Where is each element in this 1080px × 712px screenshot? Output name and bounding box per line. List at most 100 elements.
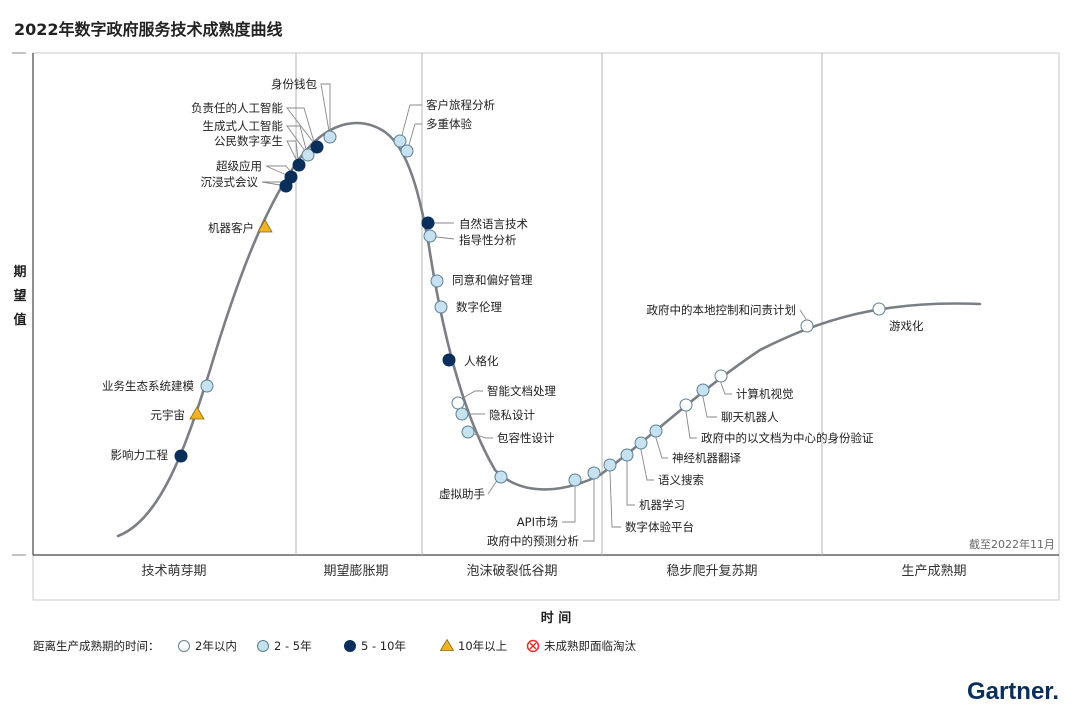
marker-point xyxy=(568,473,582,487)
marker-point xyxy=(301,148,315,162)
marker-point xyxy=(421,216,435,230)
point-label: 机器客户 xyxy=(208,221,254,235)
phase-label: 技术萌芽期 xyxy=(141,564,206,579)
marker-point xyxy=(461,425,475,439)
marker-point xyxy=(494,470,508,484)
point-label: 超级应用 xyxy=(216,159,262,173)
point-label: 智能文档处理 xyxy=(487,384,556,398)
chart-title: 2022年数字政府服务技术成熟度曲线 xyxy=(14,20,283,39)
phase-labels: 技术萌芽期 期望膨胀期 泡沫破裂低谷期 稳步爬升复苏期 生产成熟期 xyxy=(141,563,966,579)
legend-label: 5 - 10年 xyxy=(361,639,406,653)
marker-point xyxy=(292,158,306,172)
point-label: 隐私设计 xyxy=(489,408,535,422)
marker-point xyxy=(310,140,324,154)
phase-label: 期望膨胀期 xyxy=(323,563,388,579)
point-label: 政府中的本地控制和问责计划 xyxy=(647,303,797,317)
marker-point xyxy=(393,134,407,148)
legend-label: 未成熟即面临淘汰 xyxy=(544,639,636,653)
legend-label: 2 - 5年 xyxy=(274,639,312,653)
marker-point xyxy=(189,406,205,420)
leader-line xyxy=(626,455,635,506)
legend-marker xyxy=(257,640,269,652)
leader-line xyxy=(265,165,292,178)
marker-point xyxy=(400,144,414,158)
point-label: 数字体验平台 xyxy=(625,520,694,534)
point-label: 客户旅程分析 xyxy=(426,98,495,112)
marker-point xyxy=(455,407,469,421)
leader-line xyxy=(261,181,287,187)
point-label: 指导性分析 xyxy=(459,233,517,247)
y-axis-title-char: 值 xyxy=(13,312,26,328)
point-label: 公民数字孪生 xyxy=(214,134,283,148)
phase-dividers xyxy=(295,53,823,555)
marker-point xyxy=(284,170,298,184)
legend-label: 10年以上 xyxy=(458,639,507,653)
marker-point xyxy=(634,436,648,450)
marker-point xyxy=(430,274,444,288)
legend-marker xyxy=(526,639,540,653)
point-label: 游戏化 xyxy=(889,319,924,333)
marker-point xyxy=(323,130,337,144)
phase-label: 生产成熟期 xyxy=(901,563,966,579)
marker-point xyxy=(620,448,634,462)
y-axis-title-char: 期 xyxy=(13,265,26,280)
marker-point xyxy=(451,396,465,410)
marker-point xyxy=(679,398,693,412)
marker-point xyxy=(649,424,663,438)
point-label: 政府中的预测分析 xyxy=(487,534,579,548)
marker-point xyxy=(714,369,728,383)
phase-label: 泡沫破裂低谷期 xyxy=(466,564,557,579)
point-label: 聊天机器人 xyxy=(721,410,779,424)
legend-marker xyxy=(178,640,190,652)
legend-marker xyxy=(344,640,356,652)
point-label: 机器学习 xyxy=(639,498,685,512)
point-label: 计算机视觉 xyxy=(736,387,794,401)
point-label: 虚拟助手 xyxy=(439,487,485,501)
marker-point xyxy=(200,379,214,393)
point-label: 影响力工程 xyxy=(111,448,169,462)
leader-line xyxy=(286,107,318,148)
leader-line xyxy=(286,140,300,166)
leader-line xyxy=(583,473,595,542)
y-axis-title-char: 望 xyxy=(13,288,26,304)
marker-point xyxy=(174,449,188,463)
point-label: 包容性设计 xyxy=(497,431,555,445)
leader-line xyxy=(286,125,309,156)
marker-point xyxy=(696,383,710,397)
point-label: 数字伦理 xyxy=(456,300,502,314)
leader-line xyxy=(320,83,331,138)
point-label: 政府中的以文档为中心的身份验证 xyxy=(701,431,874,445)
marker-point xyxy=(423,229,437,243)
phase-label: 稳步爬升复苏期 xyxy=(666,563,757,579)
markers xyxy=(174,130,886,487)
legend: 距离生产成熟期的时间： 2年以内 2 - 5年 5 - 10年 10年以上 未成熟即面临淘… xyxy=(33,638,636,653)
point-label: 自然语言技术 xyxy=(459,217,528,231)
point-label: 沉浸式会议 xyxy=(201,175,259,189)
marker-point xyxy=(587,466,601,480)
marker-point xyxy=(603,458,617,472)
gartner-logo: Gartner. xyxy=(967,678,1059,705)
date-note: 截至2022年11月 xyxy=(969,537,1055,551)
marker-point xyxy=(442,353,456,367)
leader-line xyxy=(609,465,621,528)
hype-curve xyxy=(116,121,982,538)
x-axis-title: 时 间 xyxy=(541,610,572,626)
point-label: 业务生态系统建模 xyxy=(102,379,194,393)
point-label: 同意和偏好管理 xyxy=(452,273,533,287)
point-label: 生成式人工智能 xyxy=(203,119,284,133)
legend-title: 距离生产成熟期的时间： xyxy=(33,639,160,653)
point-label: API市场 xyxy=(517,515,558,529)
marker-point xyxy=(872,302,886,316)
legend-label: 2年以内 xyxy=(195,639,237,653)
point-label: 人格化 xyxy=(464,354,499,368)
point-label: 负责任的人工智能 xyxy=(191,101,283,115)
y-axis-title: 期望值 xyxy=(13,265,26,328)
marker-point xyxy=(800,319,814,333)
point-label: 多重体验 xyxy=(426,117,472,131)
legend-marker xyxy=(439,638,455,651)
marker-point xyxy=(257,219,273,233)
point-label: 神经机器翻译 xyxy=(672,451,741,465)
point-label: 身份钱包 xyxy=(271,77,317,91)
point-label: 元宇宙 xyxy=(151,408,186,422)
